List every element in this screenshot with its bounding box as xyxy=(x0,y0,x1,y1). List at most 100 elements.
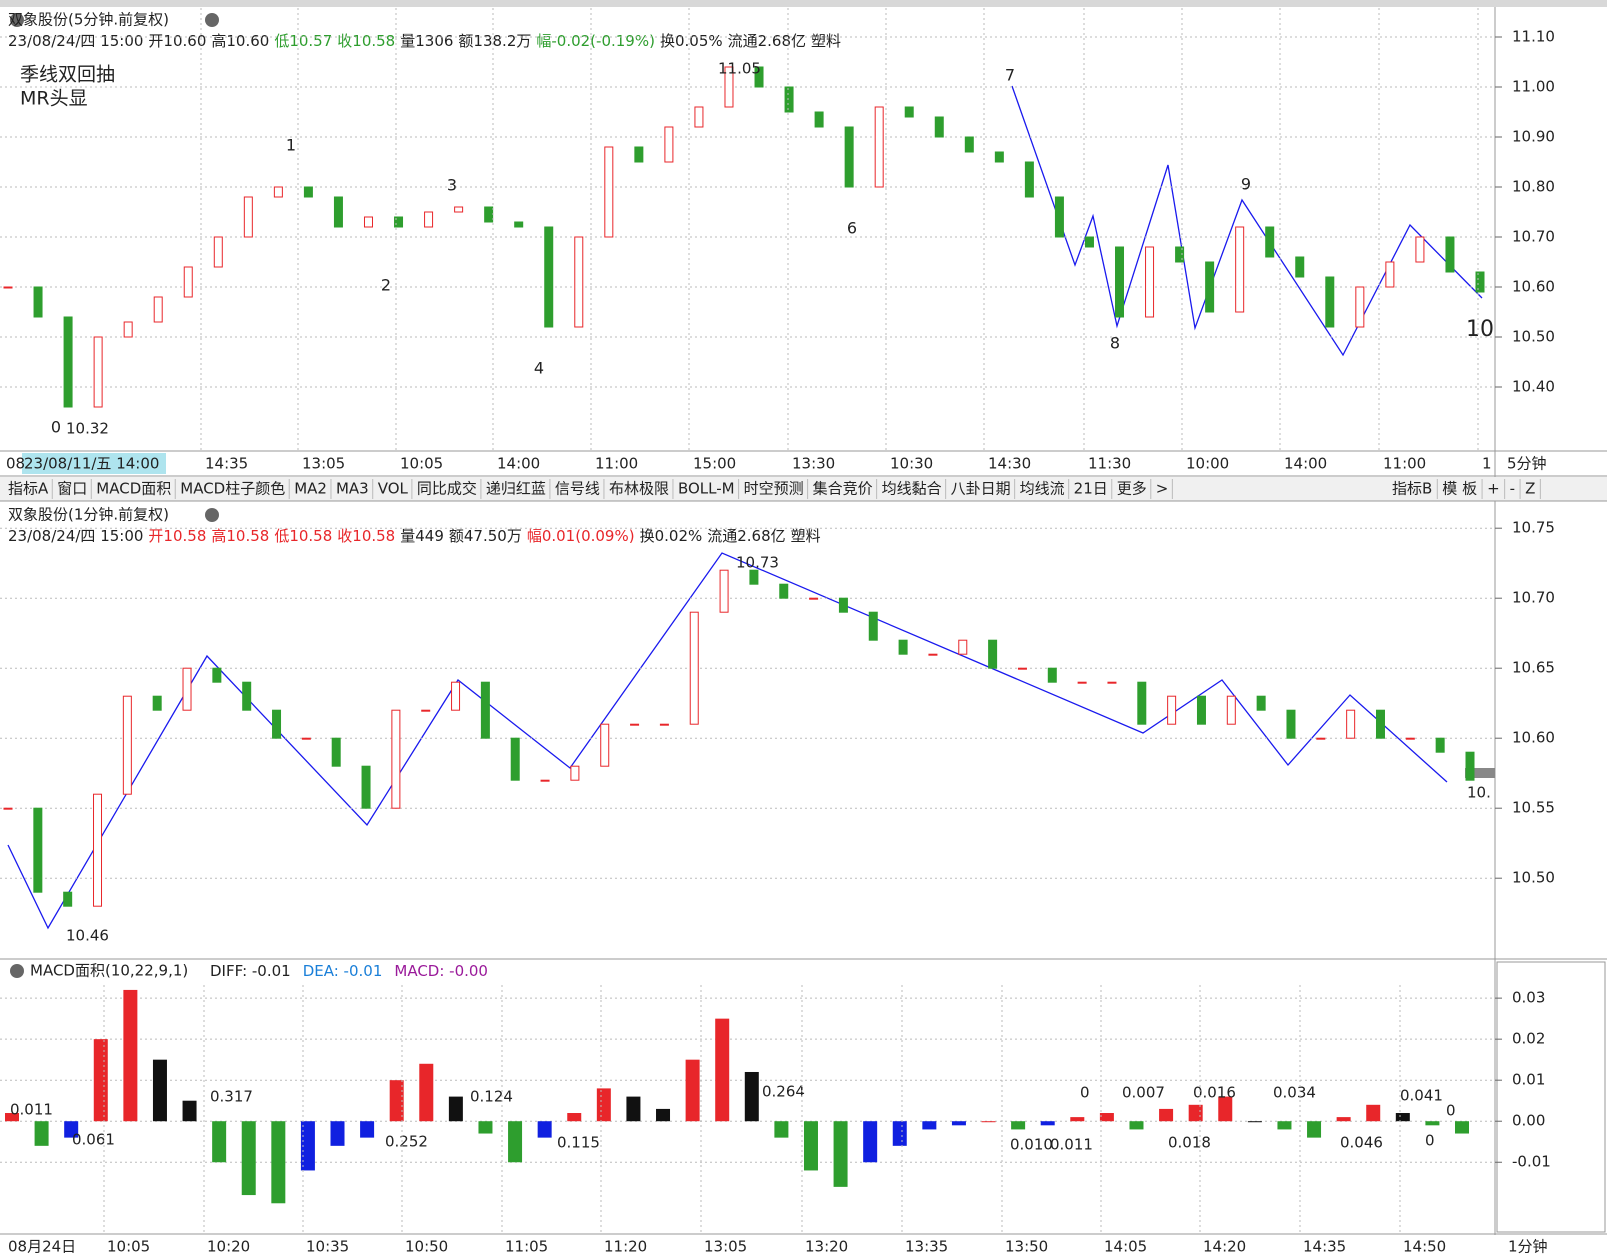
toolbar-button[interactable]: 窗口 xyxy=(57,480,87,498)
toolbar-button[interactable]: 指标A xyxy=(8,480,49,498)
candle xyxy=(3,807,13,810)
candle xyxy=(1226,695,1236,725)
candle xyxy=(510,737,520,781)
macd-bar xyxy=(1455,1121,1469,1134)
macd-bar xyxy=(448,1096,463,1122)
candle xyxy=(898,639,908,655)
candle xyxy=(152,695,162,711)
toolbar-button[interactable]: 时空预测 xyxy=(744,480,804,498)
candle xyxy=(1265,226,1275,258)
candle xyxy=(634,146,644,163)
area-label: 0.011 xyxy=(10,1101,53,1119)
y-tick-label: 10.80 xyxy=(1512,178,1555,196)
candle xyxy=(1017,667,1027,670)
candle xyxy=(994,151,1004,163)
extreme-label: 10.32 xyxy=(66,420,109,438)
y-tick-label: -0.01 xyxy=(1512,1153,1551,1171)
area-label: 0 xyxy=(1080,1084,1090,1102)
info-item: 开10.60 xyxy=(148,32,206,50)
candle xyxy=(242,681,252,711)
candle xyxy=(664,126,674,163)
macd-bar xyxy=(951,1121,966,1126)
candle xyxy=(63,316,73,408)
macd-bar xyxy=(152,1059,167,1122)
toolbar-button[interactable]: 均线流 xyxy=(1020,480,1065,498)
toolbar-button[interactable]: + xyxy=(1487,480,1500,498)
y-tick-label: 0.03 xyxy=(1512,989,1545,1007)
macd-bar xyxy=(1395,1113,1410,1122)
candle xyxy=(544,226,554,328)
toolbar-button[interactable]: BOLL-M xyxy=(678,480,735,498)
toolbar-button[interactable]: - xyxy=(1510,480,1515,498)
toolbar-button[interactable]: 集合竞价 xyxy=(813,480,873,498)
menu-icon[interactable] xyxy=(205,13,219,27)
toolbar-button[interactable]: MACD面积 xyxy=(96,480,171,498)
candle xyxy=(1024,161,1034,198)
candle xyxy=(1137,681,1147,725)
x-tick-label: 14:00 xyxy=(1284,455,1327,473)
toolbar-button[interactable]: > xyxy=(1156,480,1169,498)
candle xyxy=(964,136,974,153)
candle xyxy=(1415,236,1425,263)
area-label: 0.041 xyxy=(1400,1087,1443,1105)
toolbar-button[interactable]: MA2 xyxy=(294,480,327,498)
note: MR头显 xyxy=(20,88,88,110)
info-item: DEA: -0.01 xyxy=(303,962,383,980)
extreme-label: 11.05 xyxy=(718,60,761,78)
candle xyxy=(303,186,313,198)
candle xyxy=(63,891,73,907)
info-item: 低10.58 xyxy=(274,527,332,545)
candle xyxy=(604,146,614,238)
macd-bar xyxy=(508,1121,523,1163)
x-tick-label: 10:50 xyxy=(405,1238,448,1256)
toolbar-button[interactable]: 八卦日期 xyxy=(951,480,1011,498)
toolbar-button[interactable]: MACD柱子颜色 xyxy=(180,480,285,498)
toolbar-button[interactable]: 信号线 xyxy=(555,480,600,498)
toolbar-button[interactable]: 指标B xyxy=(1392,480,1432,498)
menu-icon[interactable] xyxy=(10,13,24,27)
x-tick-label: 14:30 xyxy=(988,455,1031,473)
toolbar-button[interactable]: 均线黏合 xyxy=(882,480,942,498)
x-tick-label: 10:00 xyxy=(1186,455,1229,473)
candle xyxy=(301,737,311,740)
toolbar-button[interactable]: 更多 xyxy=(1117,480,1147,498)
candle xyxy=(1465,751,1475,781)
toolbar-button[interactable]: 同比成交 xyxy=(417,480,477,498)
pivot-label: 3 xyxy=(447,176,457,195)
toolbar-button[interactable]: 布林极限 xyxy=(609,480,669,498)
menu-icon[interactable] xyxy=(205,508,219,522)
macd-bar xyxy=(567,1113,582,1122)
toolbar-button[interactable]: MA3 xyxy=(336,480,369,498)
toolbar-button[interactable]: 递归红蓝 xyxy=(486,480,546,498)
macd-bar xyxy=(1247,1121,1262,1123)
area-label: 0.016 xyxy=(1193,1084,1236,1102)
toolbar-button[interactable]: 21日 xyxy=(1074,480,1108,498)
pivot-label: 9 xyxy=(1241,175,1251,194)
x-tick-label: 13:50 xyxy=(1005,1238,1048,1256)
x-tick-label: 11:05 xyxy=(505,1238,548,1256)
note: 季线双回抽 xyxy=(20,64,115,86)
candle xyxy=(659,723,669,726)
candle xyxy=(1475,271,1485,293)
candle xyxy=(484,206,494,223)
toolbar-button[interactable]: VOL xyxy=(378,480,409,498)
y-tick-label: 10.90 xyxy=(1512,128,1555,146)
menu-icon[interactable] xyxy=(10,964,24,978)
candle xyxy=(421,709,431,712)
candle xyxy=(1084,236,1094,248)
macd-bar xyxy=(182,1100,197,1122)
candle xyxy=(844,126,854,188)
macd-bar xyxy=(1366,1104,1381,1122)
candle xyxy=(273,186,283,198)
x-tick-label: 10:20 xyxy=(207,1238,250,1256)
macd-bar xyxy=(360,1121,375,1138)
toolbar-button[interactable]: 模 板 xyxy=(1442,480,1477,498)
candle xyxy=(724,66,734,108)
panel-title: MACD面积(10,22,9,1) xyxy=(30,962,188,980)
candle xyxy=(1077,681,1087,684)
info-item: 塑料 xyxy=(791,527,821,545)
toolbar-button[interactable]: Z xyxy=(1525,480,1535,498)
macd-bar xyxy=(981,1121,996,1123)
x-tick-label: 08月24日 xyxy=(8,1238,76,1256)
x-tick-label: 13:20 xyxy=(805,1238,848,1256)
